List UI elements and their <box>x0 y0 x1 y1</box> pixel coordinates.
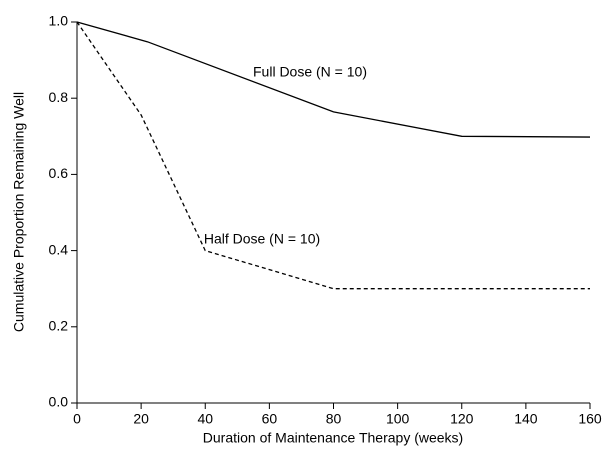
y-tick-label: 0.4 <box>49 241 69 257</box>
x-tick-label: 60 <box>262 411 278 427</box>
y-tick-label: 0.8 <box>49 89 69 105</box>
y-tick-label: 0.6 <box>49 165 69 181</box>
x-tick-label: 100 <box>386 411 410 427</box>
y-tick-label: 0.2 <box>49 318 69 334</box>
series-line <box>76 21 591 138</box>
y-tick-label: 1.0 <box>49 13 69 29</box>
y-tick-label: 0.0 <box>49 394 69 410</box>
series-label: Half Dose (N = 10) <box>204 231 320 247</box>
x-tick-label: 0 <box>73 411 81 427</box>
x-tick-label: 140 <box>514 411 538 427</box>
series-label: Full Dose (N = 10) <box>253 64 367 80</box>
y-axis-label: Cumulative Proportion Remaining Well <box>11 92 27 332</box>
x-axis-label: Duration of Maintenance Therapy (weeks) <box>203 430 463 446</box>
series-line <box>76 21 590 290</box>
x-tick-label: 120 <box>450 411 474 427</box>
x-tick-label: 80 <box>326 411 342 427</box>
x-tick-label: 20 <box>133 411 149 427</box>
x-tick-label: 160 <box>578 411 602 427</box>
x-tick-label: 40 <box>197 411 213 427</box>
